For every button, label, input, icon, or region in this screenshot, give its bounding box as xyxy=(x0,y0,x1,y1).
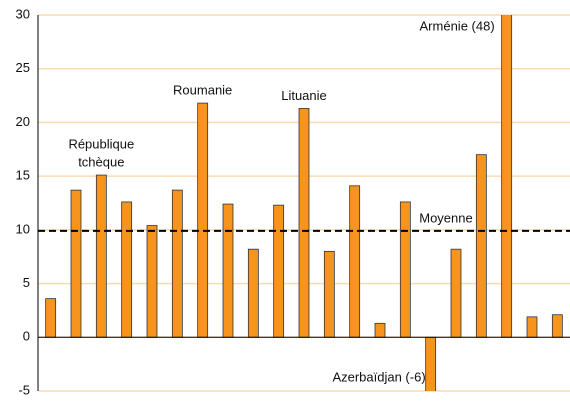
y-tick-label: -5 xyxy=(18,382,30,397)
y-tick-label: 20 xyxy=(16,114,30,129)
bar xyxy=(121,201,133,338)
bar xyxy=(526,316,538,338)
bar xyxy=(399,201,411,338)
mean-label: Moyenne xyxy=(419,210,472,225)
bar xyxy=(475,154,487,338)
y-tick-label: 0 xyxy=(23,329,30,344)
bar xyxy=(273,204,285,338)
bar xyxy=(425,336,437,391)
bar xyxy=(197,102,209,338)
bar xyxy=(171,189,183,338)
bar xyxy=(222,203,234,338)
bar xyxy=(349,185,361,338)
bar xyxy=(323,250,335,338)
bars xyxy=(45,15,563,391)
bar-label: tchèque xyxy=(78,155,124,170)
y-tick-label: 5 xyxy=(23,275,30,290)
bar xyxy=(450,248,462,338)
y-tick-label: 10 xyxy=(16,221,30,236)
bar-label: Arménie (48) xyxy=(420,18,495,33)
y-tick-label: 30 xyxy=(16,6,30,21)
bar xyxy=(95,174,107,338)
y-tick-label: 15 xyxy=(16,168,30,183)
bar xyxy=(247,248,259,338)
bar-label: Roumanie xyxy=(173,83,232,98)
bar xyxy=(551,314,563,338)
bar-label: Azerbaïdjan (-6) xyxy=(332,369,425,384)
bar xyxy=(374,322,386,338)
bar-label: République xyxy=(68,137,134,152)
y-tick-label: 25 xyxy=(16,60,30,75)
bar xyxy=(45,298,57,338)
bar xyxy=(298,108,310,338)
bar-label: Lituanie xyxy=(281,88,327,103)
bar xyxy=(70,189,82,338)
bar xyxy=(146,225,158,338)
bar xyxy=(501,15,513,338)
